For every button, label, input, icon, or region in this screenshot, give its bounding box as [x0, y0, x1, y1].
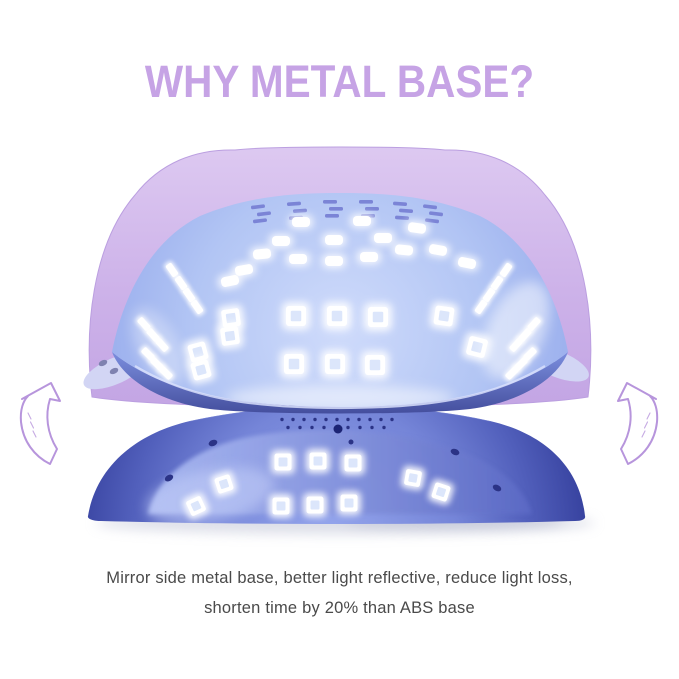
flip-arrow-left-icon — [19, 382, 61, 465]
base-vent-holes — [164, 417, 502, 492]
dome-rim-highlight — [134, 365, 546, 410]
caption: Mirror side metal base, better light ref… — [0, 563, 679, 623]
caption-line-2: shorten time by 20% than ABS base — [204, 599, 475, 617]
flip-arrow-right-icon — [617, 382, 659, 465]
metal-base — [87, 406, 586, 524]
lamp-top — [83, 146, 592, 414]
caption-line-1: Mirror side metal base, better light ref… — [106, 569, 573, 587]
light-glow — [131, 281, 550, 407]
vent-slots — [250, 200, 444, 224]
page-title: WHY METAL BASE? — [144, 56, 535, 107]
